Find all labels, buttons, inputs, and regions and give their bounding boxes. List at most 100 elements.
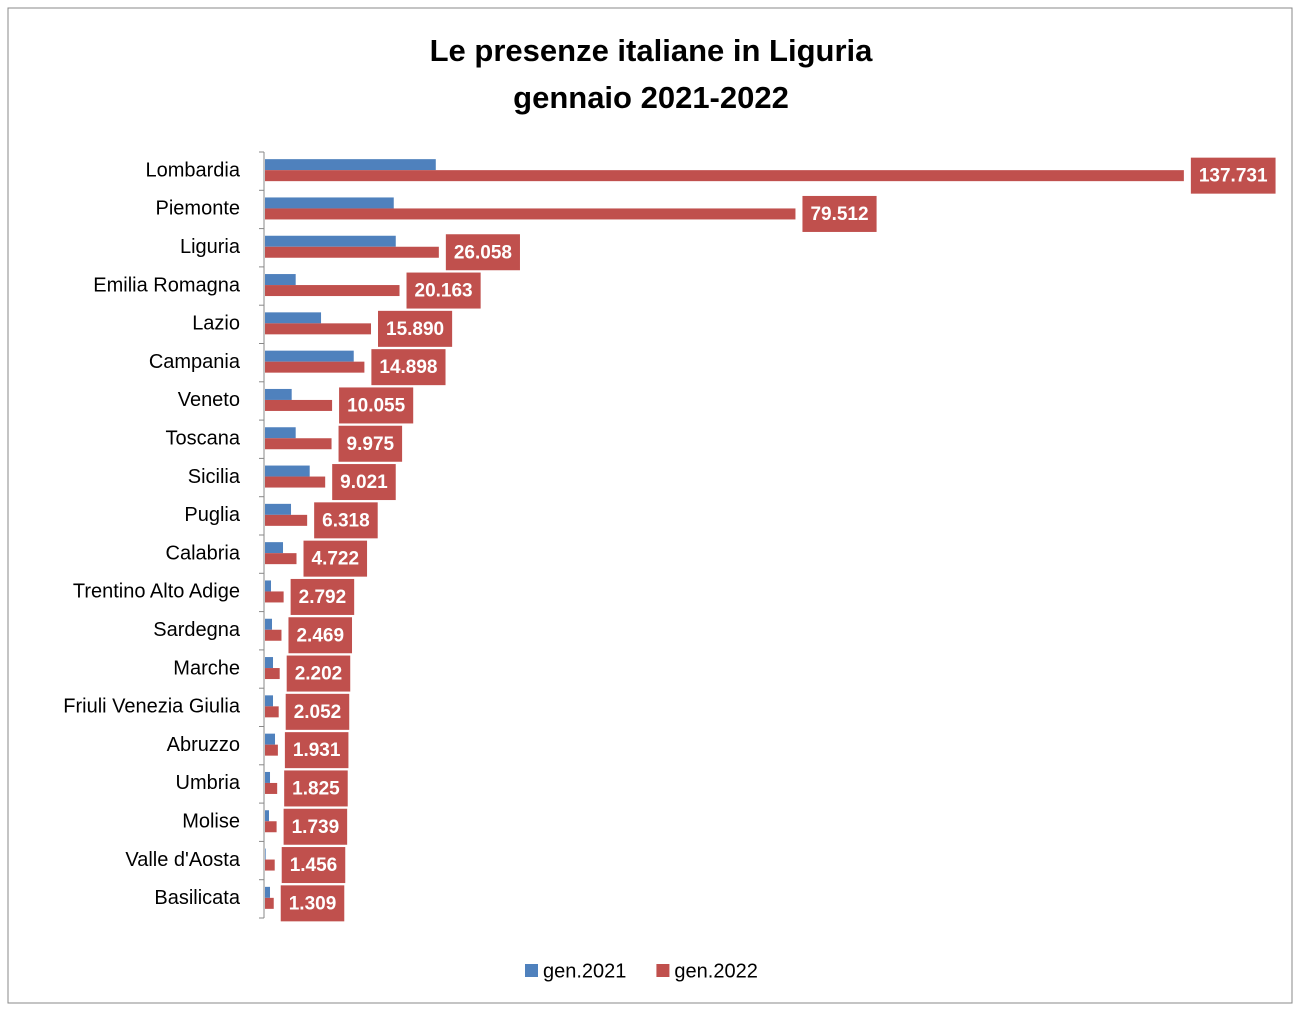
- legend-label: gen.2021: [543, 960, 626, 982]
- bar: [265, 782, 278, 794]
- data-label: 14.898: [379, 357, 437, 378]
- bar: [265, 553, 297, 565]
- y-tick-label: Lombardia: [145, 159, 240, 181]
- y-tick-label: Friuli Venezia Giulia: [63, 696, 241, 718]
- chart-subtitle: gennaio 2021-2022: [513, 80, 789, 115]
- bar: [265, 580, 272, 592]
- data-label-box: [406, 272, 481, 309]
- y-tick-label: Lazio: [192, 313, 240, 335]
- bar: [265, 591, 284, 603]
- bar: [265, 695, 274, 707]
- y-tick-label: Sicilia: [188, 466, 241, 488]
- data-label: 20.163: [415, 281, 473, 302]
- data-label: 137.731: [1199, 166, 1268, 187]
- data-label: 10.055: [347, 395, 406, 416]
- bar: [265, 848, 266, 860]
- data-label: 26.058: [454, 242, 512, 263]
- y-tick-label: Liguria: [180, 236, 241, 258]
- y-tick-label: Valle d'Aosta: [125, 849, 241, 871]
- y-tick-label: Campania: [149, 351, 241, 373]
- data-label: 2.202: [295, 664, 343, 685]
- y-tick-label: Puglia: [184, 504, 240, 526]
- bar: [265, 350, 354, 362]
- y-tick-label: Toscana: [166, 428, 241, 450]
- bar: [265, 859, 275, 871]
- data-label: 6.318: [322, 510, 370, 531]
- bar: [265, 312, 322, 324]
- bar: [265, 399, 333, 411]
- data-label-box: [283, 808, 348, 845]
- data-label-box: [290, 578, 355, 615]
- bar: [265, 706, 279, 718]
- bar: [265, 897, 274, 909]
- data-label: 2.792: [299, 587, 347, 608]
- data-label: 1.456: [290, 855, 338, 876]
- data-label-box: [802, 195, 877, 232]
- y-tick-label: Trentino Alto Adige: [73, 581, 240, 603]
- bar: [265, 618, 273, 630]
- bar: [265, 170, 1184, 182]
- data-label: 4.722: [312, 549, 360, 570]
- bar: [265, 886, 271, 898]
- bar: [265, 733, 276, 745]
- legend-label: gen.2022: [674, 960, 757, 982]
- data-label-box: [314, 502, 378, 539]
- bar: [265, 771, 271, 783]
- bar: [265, 438, 332, 450]
- bar: [265, 810, 270, 822]
- data-label: 79.512: [810, 204, 868, 225]
- bar: [265, 208, 796, 220]
- data-label-box: [286, 655, 351, 692]
- bar: [265, 514, 308, 526]
- data-label-box: [339, 387, 414, 424]
- data-label: 1.931: [293, 740, 341, 761]
- y-tick-label: Umbria: [176, 772, 241, 794]
- y-tick-label: Emilia Romagna: [93, 274, 241, 296]
- bar: [265, 246, 439, 258]
- data-label: 1.825: [292, 778, 340, 799]
- bar: [265, 629, 282, 641]
- data-label-box: [1190, 157, 1276, 194]
- bar: [265, 503, 292, 515]
- data-label: 1.309: [289, 893, 337, 914]
- bar: [265, 465, 310, 477]
- bar: [265, 542, 284, 554]
- chart-title: Le presenze italiane in Liguria: [430, 33, 873, 68]
- bar: [265, 657, 274, 669]
- data-label-box: [285, 693, 350, 730]
- y-tick-label: Calabria: [166, 542, 241, 564]
- data-label-box: [288, 617, 353, 654]
- bar: [265, 274, 296, 286]
- y-tick-label: Veneto: [178, 389, 240, 411]
- bar: [265, 159, 436, 171]
- bar: [265, 427, 296, 439]
- legend-swatch: [525, 964, 538, 977]
- data-label-box: [284, 732, 349, 769]
- bar: [265, 744, 278, 756]
- bar: [265, 285, 400, 297]
- bar: [265, 668, 280, 680]
- bar: [265, 476, 326, 488]
- data-label-box: [378, 310, 453, 347]
- bar: [265, 821, 277, 833]
- data-label: 9.975: [347, 434, 395, 455]
- y-tick-label: Piemonte: [156, 198, 241, 220]
- data-label-box: [445, 234, 520, 271]
- y-tick-label: Abruzzo: [167, 734, 240, 756]
- bar: [265, 197, 394, 209]
- bar: [265, 388, 292, 400]
- data-label-box: [280, 885, 345, 922]
- data-label: 2.469: [296, 625, 344, 646]
- data-label-box: [338, 425, 403, 462]
- data-label-box: [303, 540, 368, 577]
- data-label: 15.890: [386, 319, 444, 340]
- bar: [265, 361, 365, 373]
- y-tick-label: Sardegna: [153, 619, 241, 641]
- bar: [265, 235, 396, 247]
- data-label-box: [281, 847, 346, 884]
- data-label: 9.021: [340, 472, 388, 493]
- data-label: 1.739: [292, 817, 340, 838]
- data-label-box: [371, 349, 446, 386]
- y-tick-label: Basilicata: [154, 887, 240, 909]
